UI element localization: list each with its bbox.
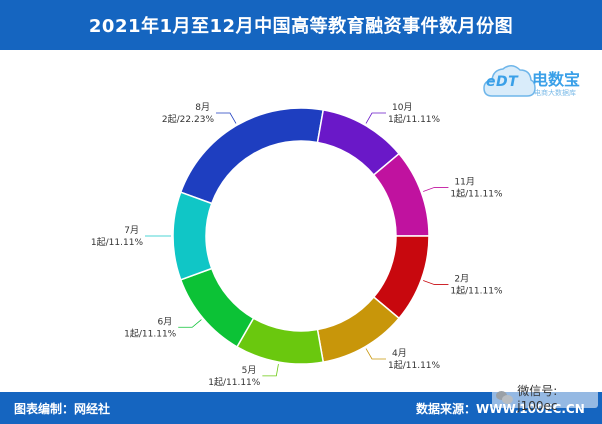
leader-line-month-5 bbox=[262, 363, 279, 377]
leader-line-month-6 bbox=[178, 319, 202, 328]
edt-logo: eDT 电数宝 电商大数据库 bbox=[482, 58, 594, 106]
slice-value-label-month-6: 1起/11.11% bbox=[124, 328, 177, 339]
slice-month-label-month-11: 11月 bbox=[454, 176, 474, 187]
slice-value-label-month-11: 1起/11.11% bbox=[450, 188, 503, 199]
wechat-icon bbox=[496, 390, 513, 404]
leader-line-month-4 bbox=[365, 348, 386, 360]
slice-month-label-month-7: 7月 bbox=[124, 225, 139, 236]
wechat-id: 微信号: j100ec bbox=[517, 383, 558, 413]
chart-title: 2021年1月至12月中国高等教育融资事件数月份图 bbox=[0, 0, 602, 50]
logo-latin: eDT bbox=[486, 74, 519, 90]
logo-tagline: 电商大数据库 bbox=[534, 89, 576, 97]
slice-month-label-month-4: 4月 bbox=[392, 348, 407, 359]
cloud-logo-icon bbox=[483, 65, 536, 97]
leader-line-month-11 bbox=[423, 187, 449, 192]
footer-compiler: 图表编制：网经社 bbox=[14, 402, 111, 416]
slice-value-label-month-10: 1起/11.11% bbox=[388, 114, 441, 125]
donut-slice-month-7 bbox=[172, 191, 213, 281]
slice-value-label-month-4: 1起/11.11% bbox=[388, 360, 441, 371]
slice-month-label-month-8: 8月 bbox=[195, 102, 210, 113]
slice-month-label-month-10: 10月 bbox=[392, 102, 412, 113]
donut-chart: 8月2起/22.23%10月1起/11.11%11月1起/11.11%2月1起/… bbox=[91, 102, 503, 388]
slice-value-label-month-5: 1起/11.11% bbox=[208, 377, 261, 388]
slice-value-label-month-8: 2起/22.23% bbox=[162, 114, 215, 125]
donut-slice-month-6 bbox=[179, 267, 255, 348]
slice-month-label-month-6: 6月 bbox=[157, 316, 172, 327]
slice-month-label-month-2: 2月 bbox=[454, 274, 469, 285]
leader-line-month-10 bbox=[365, 112, 386, 124]
leader-line-month-2 bbox=[423, 280, 449, 285]
slice-value-label-month-2: 1起/11.11% bbox=[450, 286, 503, 297]
wechat-watermark: 微信号: j100ec bbox=[492, 384, 598, 413]
slice-value-label-month-7: 1起/11.11% bbox=[91, 237, 144, 248]
logo-brand: 电数宝 bbox=[532, 70, 581, 89]
slice-month-label-month-5: 5月 bbox=[242, 365, 257, 376]
leader-line-month-8 bbox=[216, 112, 237, 124]
